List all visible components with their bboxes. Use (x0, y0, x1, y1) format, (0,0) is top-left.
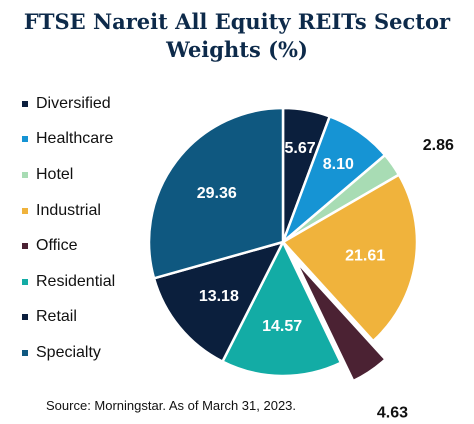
legend-swatch-specialty (22, 349, 28, 356)
chart-title: FTSE Nareit All Equity REITs Sector Weig… (0, 8, 474, 64)
legend-item-office: Office (22, 228, 115, 264)
legend-item-residential: Residential (22, 264, 115, 300)
chart-legend: Diversified Healthcare Hotel Industrial Offi… (22, 86, 115, 371)
legend-swatch-hotel (22, 171, 28, 178)
legend-swatch-retail (22, 314, 28, 321)
data-label-residential: 14.57 (262, 318, 302, 335)
legend-swatch-diversified (22, 100, 28, 107)
legend-label-hotel: Hotel (36, 165, 74, 183)
legend-item-specialty: Specialty (22, 335, 115, 371)
legend-item-diversified: Diversified (22, 86, 115, 122)
data-label-industrial: 21.61 (345, 248, 385, 265)
legend-label-office: Office (36, 237, 78, 255)
chart-title-text: FTSE Nareit All Equity REITs Sector Weig… (23, 9, 451, 62)
data-label-healthcare: 8.10 (323, 156, 354, 173)
pie-slice-office (294, 258, 387, 383)
legend-swatch-residential (22, 278, 28, 285)
data-label-hotel: 2.86 (423, 137, 454, 154)
data-label-specialty: 29.36 (197, 185, 237, 202)
legend-swatch-office (22, 243, 28, 250)
pie-slice-industrial (281, 173, 419, 343)
source-note: Source: Morningstar. As of March 31, 202… (46, 398, 297, 413)
legend-item-hotel: Hotel (22, 157, 115, 193)
pie-slice-residential (221, 240, 343, 378)
legend-swatch-industrial (22, 207, 28, 214)
legend-label-residential: Residential (36, 272, 116, 290)
pie-slice-retail (152, 240, 285, 363)
data-label-retail: 13.18 (199, 288, 239, 305)
data-label-diversified: 5.67 (285, 140, 316, 157)
legend-item-industrial: Industrial (22, 193, 115, 229)
legend-item-healthcare: Healthcare (22, 122, 115, 158)
pie-slice-specialty (147, 106, 285, 280)
data-label-office: 4.63 (377, 405, 408, 422)
legend-label-diversified: Diversified (36, 94, 111, 112)
legend-label-healthcare: Healthcare (36, 130, 114, 148)
legend-swatch-healthcare (22, 136, 28, 143)
legend-label-industrial: Industrial (36, 201, 101, 219)
legend-label-specialty: Specialty (36, 343, 101, 361)
legend-item-retail: Retail (22, 300, 115, 336)
legend-label-retail: Retail (36, 308, 77, 326)
